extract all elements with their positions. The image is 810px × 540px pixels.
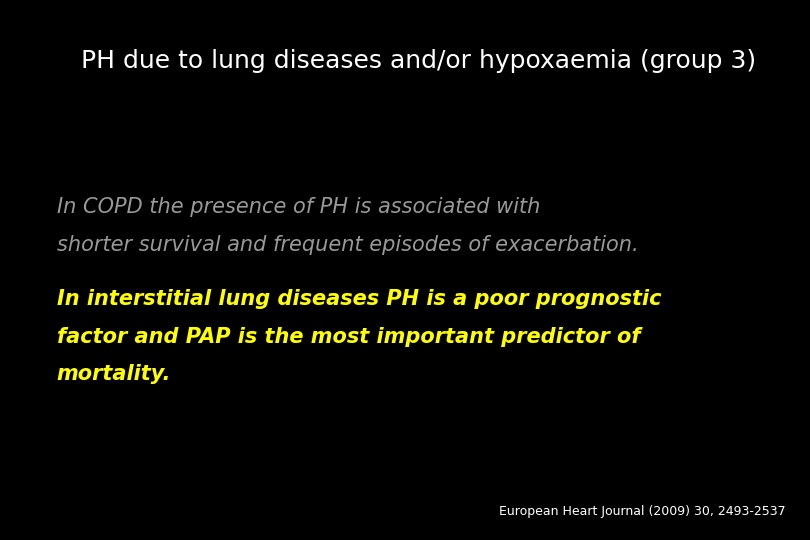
Text: shorter survival and frequent episodes of exacerbation.: shorter survival and frequent episodes o… xyxy=(57,235,638,255)
Text: factor and PAP is the most important predictor of: factor and PAP is the most important pre… xyxy=(57,327,640,347)
Text: mortality.: mortality. xyxy=(57,364,171,384)
Text: In COPD the presence of PH is associated with: In COPD the presence of PH is associated… xyxy=(57,197,540,217)
Text: In interstitial lung diseases PH is a poor prognostic: In interstitial lung diseases PH is a po… xyxy=(57,289,661,309)
Text: European Heart Journal (2009) 30, 2493-2537: European Heart Journal (2009) 30, 2493-2… xyxy=(499,505,786,518)
Text: PH due to lung diseases and/or hypoxaemia (group 3): PH due to lung diseases and/or hypoxaemi… xyxy=(81,49,756,72)
